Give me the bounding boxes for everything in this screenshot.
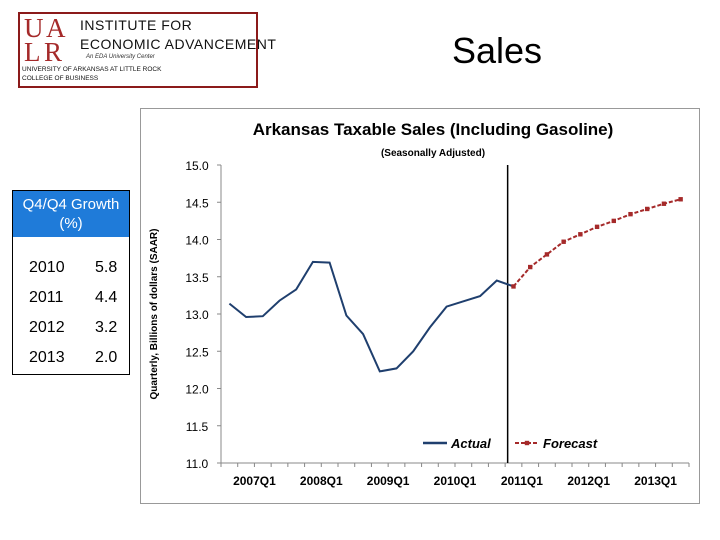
logo-line-economic: ECONOMIC ADVANCEMENT	[80, 36, 277, 52]
forecast-point	[578, 232, 583, 237]
forecast-point	[611, 218, 616, 224]
growth-row: 2010 5.8	[13, 253, 129, 283]
series-line-forecast	[512, 198, 681, 288]
chart-frame: Arkansas Taxable Sales (Including Gasoli…	[140, 108, 700, 504]
logo-letter-l: L	[24, 37, 40, 67]
forecast-point	[511, 284, 516, 289]
logo-letter-u: U	[24, 13, 43, 43]
logo-college: COLLEGE OF BUSINESS	[22, 75, 99, 82]
growth-year: 2010	[29, 259, 65, 276]
sales-line-chart: Arkansas Taxable Sales (Including Gasoli…	[149, 120, 690, 488]
x-tick-label: 2007Q1	[233, 474, 276, 488]
x-tick-label: 2009Q1	[367, 474, 410, 488]
y-tick-label: 14.0	[185, 234, 209, 248]
y-tick-label: 12.5	[185, 345, 209, 359]
growth-value: 4.4	[95, 289, 118, 306]
forecast-point	[561, 239, 566, 244]
y-tick-label: 13.0	[185, 308, 209, 322]
growth-year: 2012	[29, 319, 65, 336]
legend-forecast-label: Forecast	[543, 436, 598, 451]
y-axis-label: Quarterly, Billions of dollars (SAAR)	[149, 229, 160, 400]
y-tick-label: 11.0	[186, 457, 209, 471]
x-tick-label: 2010Q1	[434, 474, 477, 488]
chart-subtitle: (Seasonally Adjusted)	[381, 148, 485, 159]
logo-university: UNIVERSITY OF ARKANSAS AT LITTLE ROCK	[22, 66, 162, 73]
growth-table-header: Q4/Q4 Growth (%)	[13, 191, 129, 237]
growth-value: 3.2	[95, 319, 118, 336]
legend-forecast-marker	[524, 440, 530, 446]
y-tick-label: 13.5	[185, 271, 209, 285]
series-line-actual	[228, 260, 514, 373]
logo-line-institute: INSTITUTE FOR	[80, 17, 193, 33]
institute-logo: U A L R INSTITUTE FOR ECONOMIC ADVANCEME…	[18, 12, 276, 88]
ualr-logo-mark: U A L R	[24, 13, 74, 76]
growth-row: 2012 3.2	[13, 313, 129, 343]
chart-title: Arkansas Taxable Sales (Including Gasoli…	[253, 120, 614, 139]
legend-actual-label: Actual	[450, 436, 491, 451]
x-tick-label: 2008Q1	[300, 474, 343, 488]
growth-row: 2011 4.4	[13, 283, 129, 313]
forecast-point	[528, 264, 533, 270]
x-tick-label: 2011Q1	[501, 474, 543, 488]
growth-value: 5.8	[95, 259, 118, 276]
y-tick-label: 12.0	[185, 383, 209, 397]
forecast-point	[594, 224, 600, 230]
slide-title: Sales	[451, 30, 542, 71]
forecast-point	[628, 211, 633, 217]
forecast-point	[661, 201, 667, 206]
forecast-point	[544, 252, 550, 257]
y-tick-label: 15.0	[185, 159, 209, 173]
growth-year: 2013	[29, 349, 65, 366]
forecast-point	[678, 197, 683, 202]
logo-subtitle: An EDA University Center	[86, 54, 155, 60]
y-tick-label: 14.5	[185, 196, 209, 210]
x-tick-label: 2013Q1	[634, 474, 677, 488]
forecast-point	[645, 206, 650, 212]
growth-value: 2.0	[95, 349, 118, 366]
logo-letter-a: A	[46, 13, 65, 43]
growth-year: 2011	[29, 289, 64, 306]
growth-row: 2013 2.0	[13, 343, 129, 373]
logo-letter-r: R	[44, 37, 62, 67]
growth-table: Q4/Q4 Growth (%) 2010 5.8 2011 4.4 2012 …	[12, 190, 130, 375]
y-tick-label: 11.5	[186, 420, 209, 434]
x-tick-label: 2012Q1	[567, 474, 610, 488]
